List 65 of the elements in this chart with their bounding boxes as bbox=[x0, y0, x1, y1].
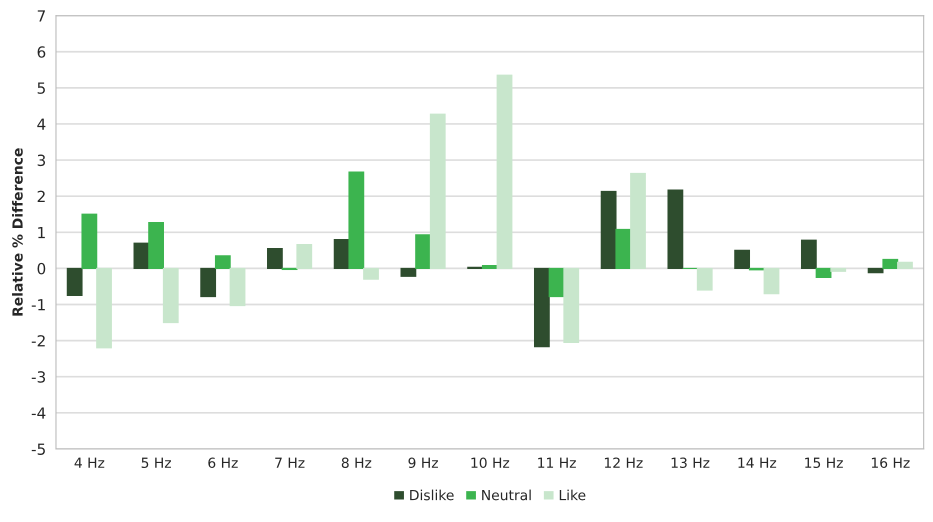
bar bbox=[496, 74, 512, 269]
bar bbox=[548, 268, 564, 298]
y-tick-label: 1 bbox=[38, 226, 45, 238]
bar bbox=[81, 214, 98, 269]
y-tick-label: -3 bbox=[32, 371, 46, 383]
y-tick-label: -4 bbox=[32, 407, 46, 419]
x-tick-label: 11 Hz bbox=[538, 458, 576, 468]
y-tick-label: 3 bbox=[38, 154, 46, 166]
y-tick-label: 7 bbox=[38, 10, 45, 22]
bar bbox=[66, 268, 83, 296]
bar bbox=[400, 268, 416, 277]
bar bbox=[667, 189, 684, 269]
bar bbox=[534, 268, 550, 348]
x-tick-label: 12 Hz bbox=[604, 458, 643, 468]
bar bbox=[415, 234, 431, 269]
x-tick-label: 6 Hz bbox=[208, 458, 238, 468]
y-tick-label: 0 bbox=[38, 262, 46, 274]
bar bbox=[162, 268, 179, 324]
y-tick-label: 2 bbox=[38, 190, 45, 202]
legend-label: Neutral bbox=[482, 490, 531, 500]
bar bbox=[148, 222, 164, 269]
bar bbox=[630, 172, 646, 269]
bar bbox=[764, 268, 780, 294]
x-tick-label: 8 Hz bbox=[342, 458, 372, 468]
legend-label: Like bbox=[560, 490, 586, 500]
y-tick-label: 4 bbox=[37, 118, 46, 130]
bar bbox=[600, 190, 617, 269]
y-tick-label: 6 bbox=[38, 46, 46, 58]
bar bbox=[134, 242, 150, 269]
bar bbox=[296, 244, 312, 269]
x-tick-label: 15 Hz bbox=[805, 458, 843, 468]
y-tick-label: -1 bbox=[32, 299, 45, 310]
x-tick-label: 14 Hz bbox=[738, 458, 776, 468]
bar bbox=[800, 240, 817, 269]
bar bbox=[897, 262, 913, 269]
bar bbox=[816, 268, 832, 278]
y-tick-label: -5 bbox=[32, 444, 45, 455]
bar bbox=[882, 258, 898, 269]
y-tick-label: 5 bbox=[38, 82, 45, 94]
x-tick-label: 5 Hz bbox=[142, 458, 171, 468]
x-tick-label: 9 Hz bbox=[408, 458, 438, 468]
bar bbox=[868, 268, 884, 274]
bar bbox=[615, 228, 632, 269]
x-tick-label: 7 Hz bbox=[275, 458, 304, 468]
bar bbox=[230, 268, 246, 306]
x-tick-label: 16 Hz bbox=[872, 458, 910, 468]
x-tick-label: 10 Hz bbox=[471, 458, 510, 468]
bar bbox=[563, 268, 580, 343]
x-tick-label: 13 Hz bbox=[672, 458, 710, 468]
bar bbox=[267, 248, 283, 269]
bar bbox=[830, 268, 846, 272]
bar bbox=[363, 268, 379, 280]
x-tick-label: 4 Hz bbox=[74, 458, 104, 468]
bar bbox=[334, 238, 350, 269]
bar bbox=[214, 255, 231, 269]
bar bbox=[200, 268, 216, 298]
bar bbox=[96, 268, 112, 348]
y-axis-title: Relative % Difference bbox=[12, 148, 23, 316]
bar bbox=[348, 171, 364, 269]
bar bbox=[696, 268, 713, 291]
bar bbox=[734, 250, 750, 269]
y-tick-label: -2 bbox=[32, 335, 45, 346]
bar bbox=[482, 264, 498, 269]
legend-label: Dislike bbox=[410, 490, 454, 500]
bar bbox=[430, 114, 446, 269]
